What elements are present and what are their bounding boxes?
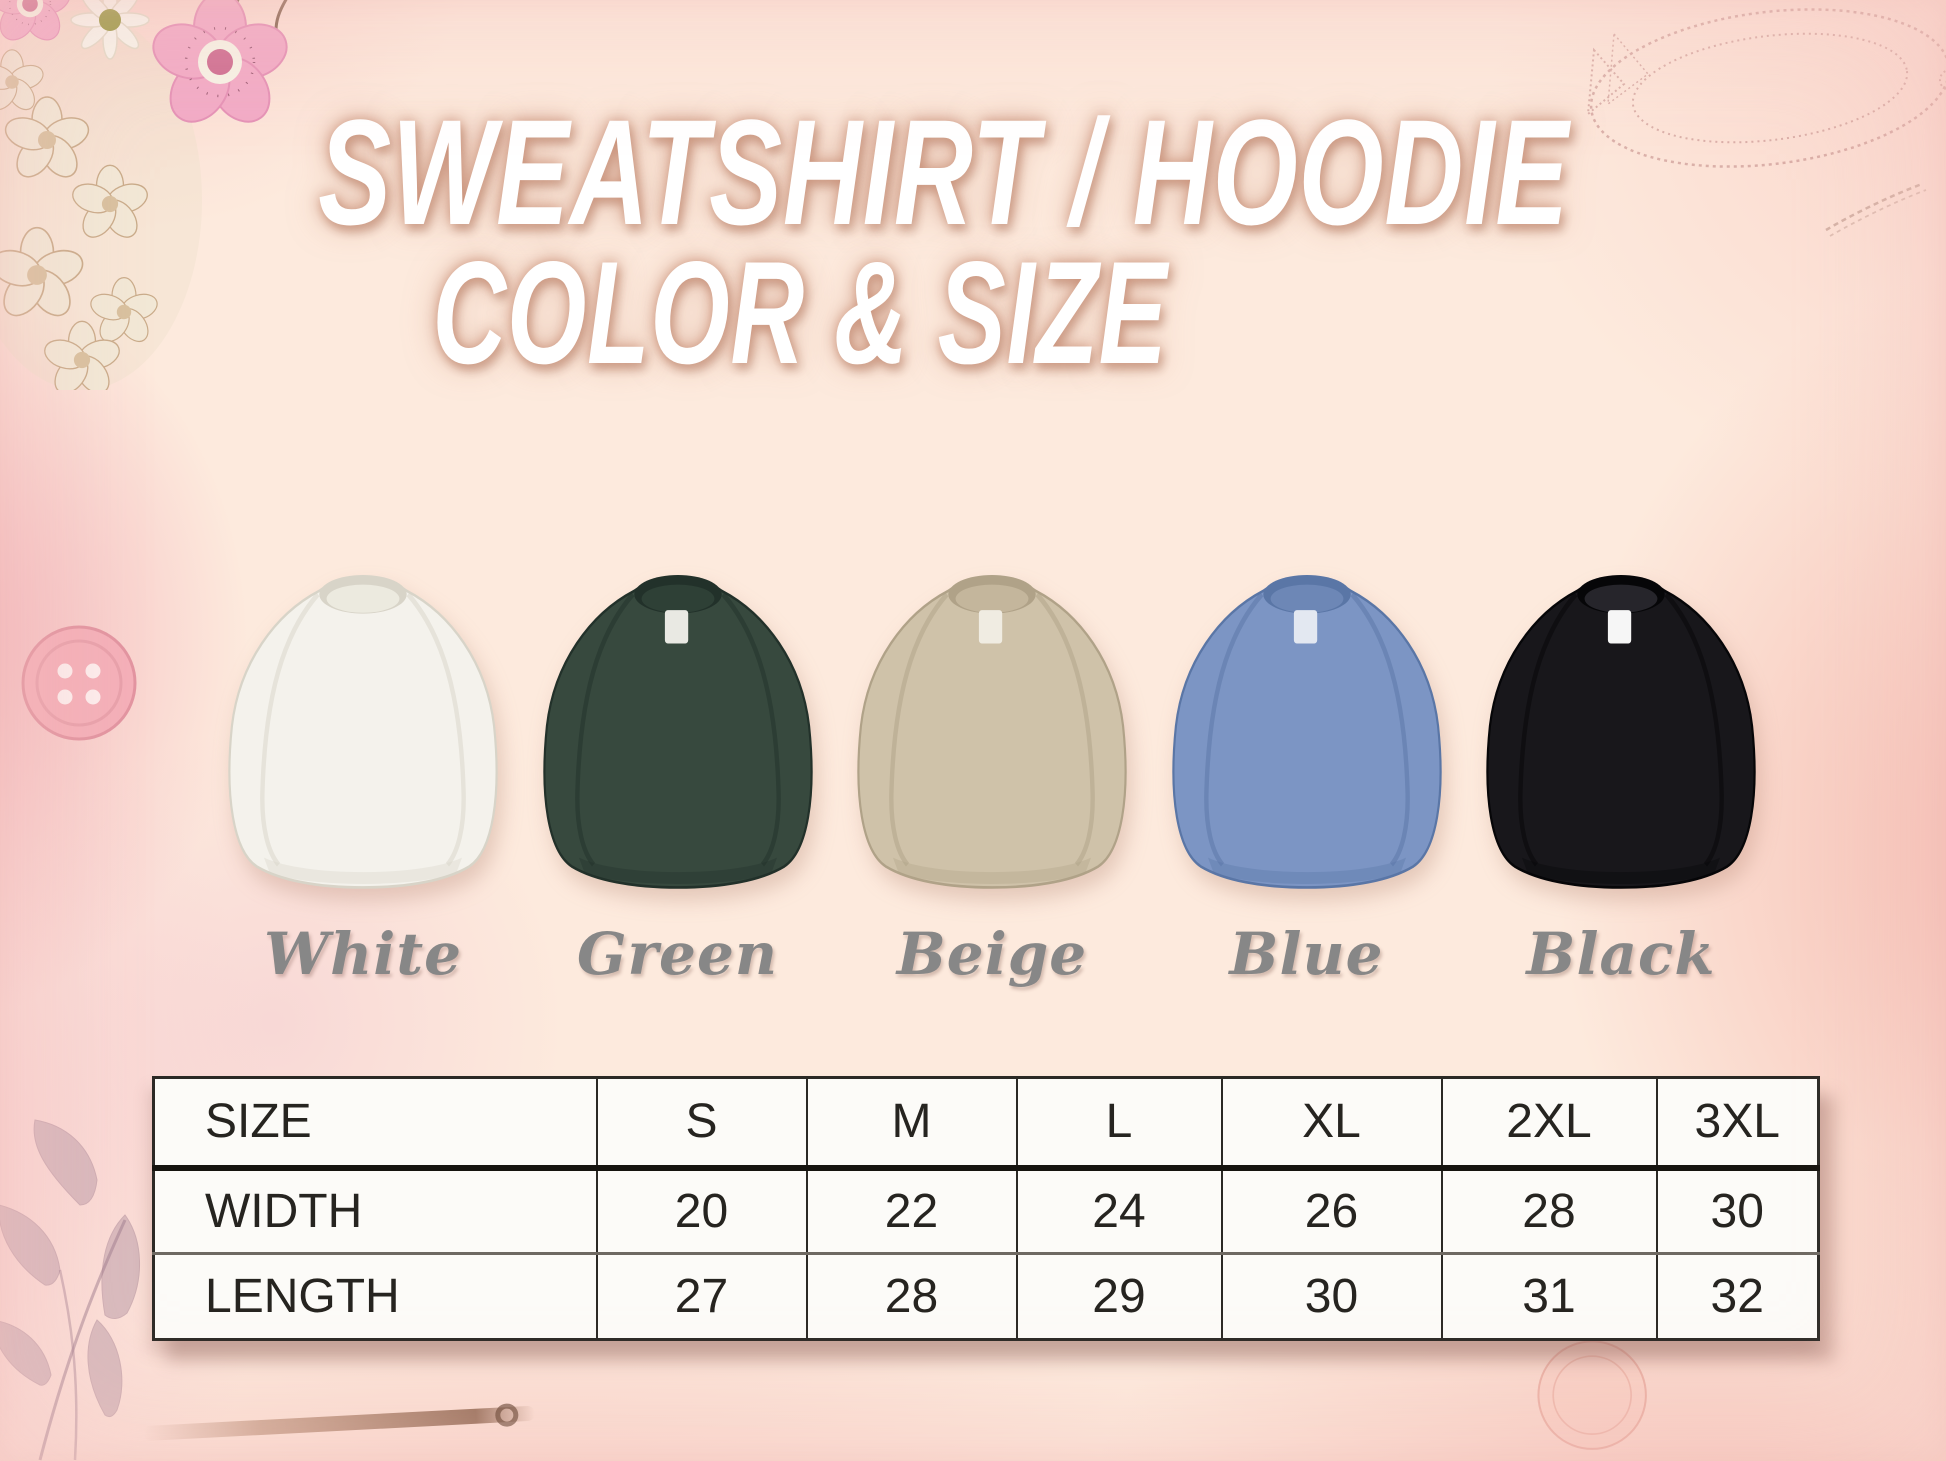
color-option-beige: Beige xyxy=(842,568,1142,988)
size-table-row-width: WIDTH 20 22 24 26 28 30 xyxy=(153,1167,1819,1254)
color-option-white: White xyxy=(213,568,513,988)
measurement-value: 32 xyxy=(1655,1253,1819,1340)
color-option-blue: Blue xyxy=(1157,568,1457,988)
size-column-header: 3XL xyxy=(1655,1077,1819,1168)
neck-tag-icon xyxy=(664,610,688,644)
size-column-header: M xyxy=(805,1077,1017,1168)
sewing-button-icon xyxy=(21,625,137,741)
sweatshirt-body xyxy=(1171,577,1442,889)
poster-title: SWEATSHIRT / HOODIE COLOR & SIZE xyxy=(140,88,1570,394)
measurement-value: 24 xyxy=(1015,1167,1222,1254)
sweatshirt-image xyxy=(542,575,813,889)
title-line-1: SWEATSHIRT / HOODIE xyxy=(318,88,1570,256)
color-option-black: Black xyxy=(1471,568,1771,988)
lace-frame-sketch xyxy=(1586,8,1946,168)
measurement-value: 27 xyxy=(595,1253,807,1340)
measurement-label: LENGTH xyxy=(205,1270,400,1323)
flower-cluster-decoration xyxy=(0,0,295,390)
neck-tag-icon xyxy=(978,610,1003,644)
measurement-value: 26 xyxy=(1220,1167,1442,1254)
size-column-header: 2XL xyxy=(1440,1077,1657,1168)
size-column-header: S xyxy=(595,1077,807,1168)
size-column-header: XL xyxy=(1220,1077,1442,1168)
sweatshirt-body xyxy=(228,577,498,889)
color-label: Beige xyxy=(896,920,1088,988)
leaf-branch-sketch xyxy=(0,1119,141,1461)
size-table: SIZE S M L XL 2XL 3XL WIDTH 20 22 24 26 28 30 LENGTH 2… xyxy=(152,1076,1820,1341)
color-option-green: Green xyxy=(528,568,828,988)
measurement-value: 28 xyxy=(1440,1167,1657,1254)
measurement-value: 29 xyxy=(1015,1253,1222,1340)
sweatshirt-image xyxy=(1171,575,1442,889)
neck-tag-icon xyxy=(1293,610,1317,644)
color-label: Green xyxy=(576,920,779,988)
color-options-row: White Green Beige Blue Black xyxy=(213,568,1771,988)
size-table-header-row: SIZE S M L XL 2XL 3XL xyxy=(153,1077,1819,1168)
measurement-value: 30 xyxy=(1220,1253,1442,1340)
sweatshirt-body xyxy=(1486,577,1756,889)
sweatshirt-image xyxy=(228,575,498,889)
title-line-2: COLOR & SIZE xyxy=(432,231,1168,394)
button-outline-sketch xyxy=(1537,1340,1647,1450)
sweatshirt-body xyxy=(857,577,1127,889)
measurement-value: 22 xyxy=(805,1167,1017,1254)
size-table-row-length: LENGTH 27 28 29 30 31 32 xyxy=(154,1253,1819,1340)
size-table-body: WIDTH 20 22 24 26 28 30 LENGTH 27 28 29 30 31 32 xyxy=(153,1167,1819,1340)
color-label: Blue xyxy=(1229,920,1384,988)
size-table-corner-header: SIZE xyxy=(205,1095,312,1149)
measurement-value: 31 xyxy=(1440,1253,1657,1340)
sweatshirt-image xyxy=(857,575,1127,889)
wooden-needle-stick-sketch xyxy=(143,1403,535,1441)
color-label: White xyxy=(263,920,463,988)
sweatshirt-body xyxy=(542,577,813,889)
measurement-label: WIDTH xyxy=(205,1184,363,1238)
needle-sketch xyxy=(1825,182,1927,237)
sweatshirt-image xyxy=(1486,575,1756,889)
measurement-value: 30 xyxy=(1655,1167,1819,1254)
measurement-value: 28 xyxy=(805,1253,1017,1340)
measurement-value: 20 xyxy=(595,1167,807,1254)
size-column-header: L xyxy=(1015,1077,1222,1168)
neck-tag-icon xyxy=(1607,610,1632,644)
color-label: Black xyxy=(1526,920,1716,988)
